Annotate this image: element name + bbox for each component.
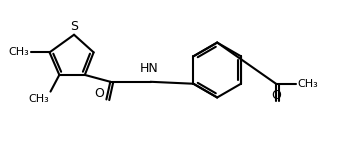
Text: CH₃: CH₃ [29,94,50,104]
Text: O: O [271,89,281,102]
Text: HN: HN [140,62,159,75]
Text: O: O [95,87,105,100]
Text: CH₃: CH₃ [8,47,29,57]
Text: S: S [70,20,78,33]
Text: CH₃: CH₃ [297,79,318,89]
